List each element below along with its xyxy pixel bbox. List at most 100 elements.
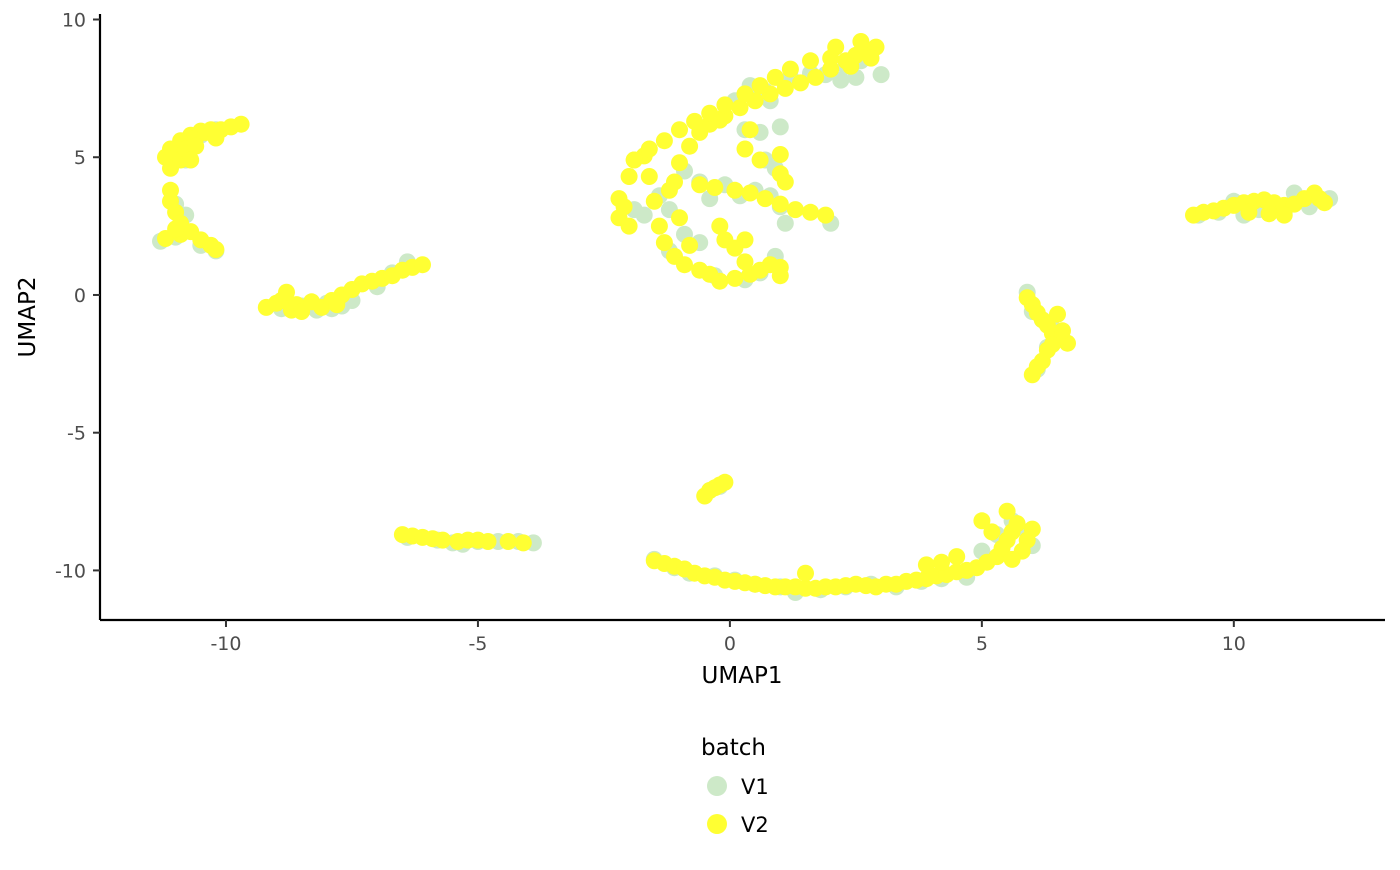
x-tick-label: 0 [724,633,736,655]
point-v2 [671,154,688,172]
point-v2 [756,190,774,208]
point-v2 [726,181,744,199]
point-v2 [741,184,759,202]
point-v2 [983,523,1001,541]
point-v2 [681,137,699,155]
point-v2 [650,217,668,235]
point-v2 [917,556,935,574]
point-v2 [434,531,452,549]
point-v2 [499,533,517,550]
point-v2 [620,217,638,235]
point-v2 [716,231,734,249]
point-v2 [852,33,870,50]
point-v2 [786,201,804,219]
point-v2 [776,79,794,97]
point-v2 [792,74,809,92]
point-v2 [640,168,658,185]
legend-key-v2 [707,814,727,834]
point-v2 [736,85,754,103]
legend: batch V1 V2 [701,735,769,837]
point-v2 [706,179,724,196]
point-v2 [766,68,784,86]
point-v2 [948,548,966,566]
point-v2 [701,104,719,122]
point-v1 [771,118,789,136]
y-tick-label: -10 [55,560,86,582]
point-v2 [479,533,497,550]
point-v2 [736,231,754,249]
point-v2 [1240,203,1258,221]
point-v2 [716,96,734,114]
point-v2 [741,121,759,139]
point-v2 [1316,194,1333,212]
point-v2 [278,283,295,301]
point-v2 [187,137,205,155]
point-v1 [776,214,794,232]
point-v2 [625,151,643,169]
point-v2 [655,234,673,252]
point-v2 [751,77,769,95]
point-v2 [771,146,789,163]
point-v1 [832,71,850,89]
point-v2 [802,203,819,221]
point-v2 [771,267,789,285]
point-v2 [1043,336,1061,353]
point-v1 [872,66,890,84]
legend-label-v2: V2 [741,813,769,837]
point-v2 [1260,205,1278,223]
point-v2 [1049,305,1066,323]
point-v2 [666,173,683,191]
point-v2 [751,151,769,169]
point-v2 [731,99,749,117]
point-v2 [807,68,825,86]
point-v2 [514,534,532,552]
point-v2 [726,269,744,287]
x-tick-label: 5 [976,633,988,655]
legend-label-v1: V1 [741,775,769,799]
point-v2 [817,206,835,224]
x-tick-label: -5 [468,633,487,655]
point-v2 [933,553,950,571]
point-v2 [1054,322,1071,340]
points-layer [152,33,1339,601]
y-ticks: 10 5 0 -5 -10 [55,10,100,582]
point-v2 [827,38,845,56]
point-v2 [620,168,638,185]
point-v2 [1003,550,1021,568]
point-v2 [328,296,346,314]
y-tick-label: -5 [67,423,86,445]
point-v2 [1275,206,1293,224]
point-v2 [771,195,789,213]
point-v2 [842,57,860,75]
point-v2 [615,198,633,216]
y-tick-label: 10 [62,10,86,32]
point-v2 [802,52,819,70]
point-v2 [998,502,1016,520]
point-v2 [207,129,225,147]
point-v2 [671,209,688,227]
point-v2 [640,140,658,158]
legend-title: batch [701,735,766,761]
point-v2 [414,256,431,274]
y-axis-title: UMAP2 [15,277,41,358]
legend-entries: V1 V2 [707,775,769,837]
point-v2 [645,192,663,210]
point-v2 [736,140,754,158]
x-axis-title: UMAP1 [702,663,783,689]
point-v2 [862,49,880,67]
point-v2 [691,176,709,194]
point-v2 [681,236,699,254]
legend-key-v1 [707,776,727,796]
point-v2 [671,121,688,139]
point-v1 [635,206,653,224]
x-ticks: -10 -5 0 5 10 [210,620,1246,655]
point-v2 [1008,515,1026,533]
point-v2 [207,241,225,258]
y-tick-label: 0 [74,285,86,307]
point-v2 [167,220,185,238]
point-v2 [182,151,200,169]
point-v2 [781,60,799,78]
point-v2 [797,564,814,582]
